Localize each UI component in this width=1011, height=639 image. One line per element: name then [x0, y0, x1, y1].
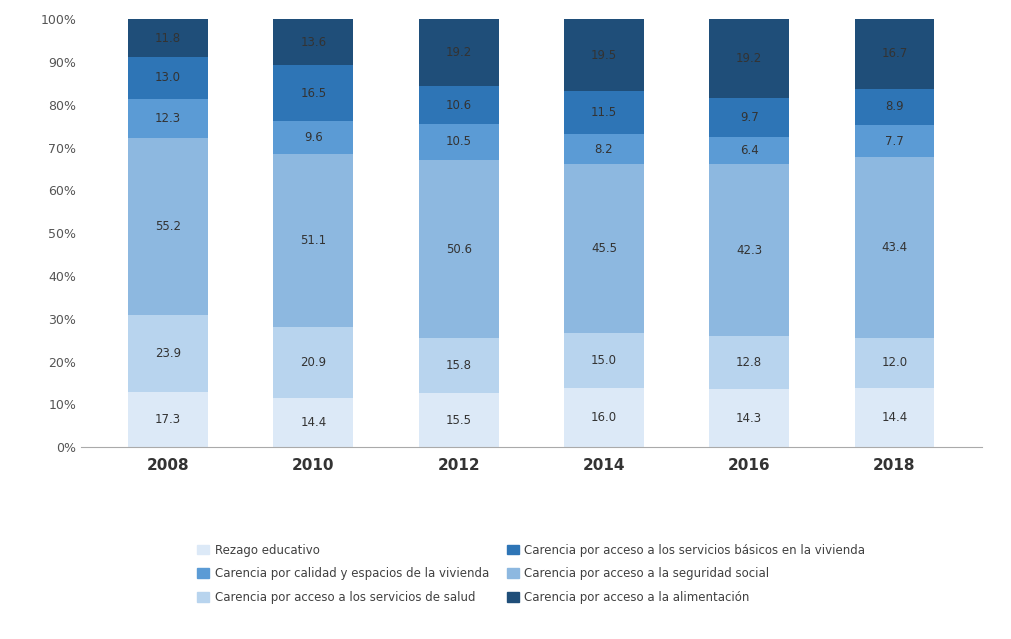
- Bar: [709, 337, 789, 389]
- Text: 50.6: 50.6: [445, 243, 471, 256]
- Bar: [853, 19, 933, 89]
- Text: 13.6: 13.6: [300, 36, 327, 49]
- Bar: [853, 337, 933, 387]
- Bar: [273, 398, 353, 447]
- Bar: [419, 393, 498, 447]
- Bar: [419, 123, 498, 160]
- Bar: [273, 65, 353, 121]
- Text: 9.7: 9.7: [739, 111, 758, 124]
- Text: 55.2: 55.2: [155, 220, 181, 233]
- Text: 12.8: 12.8: [735, 356, 761, 369]
- Text: 14.4: 14.4: [300, 417, 327, 429]
- Text: 15.0: 15.0: [590, 354, 617, 367]
- Bar: [273, 19, 353, 65]
- Text: 12.3: 12.3: [155, 112, 181, 125]
- Bar: [709, 137, 789, 164]
- Text: 16.0: 16.0: [590, 412, 617, 424]
- Bar: [419, 19, 498, 86]
- Bar: [563, 19, 643, 91]
- Bar: [853, 387, 933, 447]
- Legend: Rezago educativo, Carencia por calidad y espacios de la vivienda, Carencia por a: Rezago educativo, Carencia por calidad y…: [192, 539, 869, 608]
- Bar: [419, 160, 498, 337]
- Bar: [419, 337, 498, 393]
- Text: 42.3: 42.3: [735, 243, 761, 256]
- Text: 51.1: 51.1: [300, 235, 327, 247]
- Bar: [128, 392, 208, 447]
- Text: 45.5: 45.5: [590, 242, 617, 255]
- Text: 19.2: 19.2: [445, 46, 471, 59]
- Text: 11.8: 11.8: [155, 31, 181, 45]
- Bar: [709, 98, 789, 137]
- Bar: [563, 332, 643, 388]
- Bar: [563, 164, 643, 332]
- Text: 16.7: 16.7: [881, 47, 907, 60]
- Bar: [709, 19, 789, 98]
- Text: 17.3: 17.3: [155, 413, 181, 426]
- Bar: [853, 157, 933, 337]
- Text: 14.3: 14.3: [735, 412, 761, 424]
- Bar: [128, 98, 208, 138]
- Bar: [709, 389, 789, 447]
- Text: 13.0: 13.0: [155, 72, 181, 84]
- Text: 9.6: 9.6: [303, 131, 323, 144]
- Bar: [853, 89, 933, 125]
- Bar: [128, 19, 208, 57]
- Bar: [273, 327, 353, 398]
- Text: 10.5: 10.5: [445, 135, 471, 148]
- Text: 15.5: 15.5: [445, 413, 471, 427]
- Text: 23.9: 23.9: [155, 347, 181, 360]
- Text: 19.5: 19.5: [590, 49, 617, 62]
- Text: 14.4: 14.4: [881, 411, 907, 424]
- Text: 6.4: 6.4: [739, 144, 758, 157]
- Bar: [563, 91, 643, 134]
- Bar: [853, 125, 933, 157]
- Text: 16.5: 16.5: [300, 87, 327, 100]
- Bar: [128, 315, 208, 392]
- Text: 19.2: 19.2: [735, 52, 761, 65]
- Text: 8.2: 8.2: [594, 142, 613, 155]
- Text: 20.9: 20.9: [300, 357, 327, 369]
- Text: 15.8: 15.8: [445, 359, 471, 372]
- Bar: [128, 57, 208, 98]
- Text: 43.4: 43.4: [881, 241, 907, 254]
- Bar: [709, 164, 789, 337]
- Text: 10.6: 10.6: [445, 98, 471, 112]
- Bar: [273, 154, 353, 327]
- Text: 11.5: 11.5: [590, 106, 617, 119]
- Bar: [563, 388, 643, 447]
- Text: 8.9: 8.9: [885, 100, 903, 114]
- Bar: [128, 138, 208, 315]
- Bar: [563, 134, 643, 164]
- Bar: [419, 86, 498, 123]
- Text: 12.0: 12.0: [881, 356, 907, 369]
- Text: 7.7: 7.7: [885, 135, 903, 148]
- Bar: [273, 121, 353, 154]
